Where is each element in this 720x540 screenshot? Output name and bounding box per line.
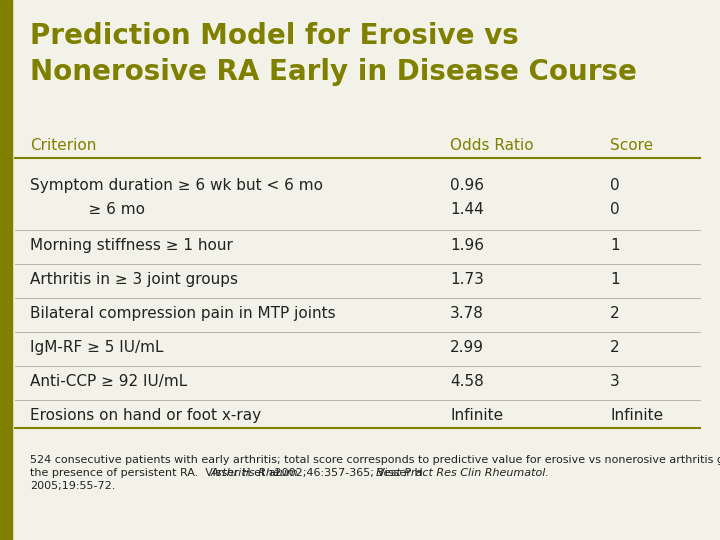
Text: 524 consecutive patients with early arthritis; total score corresponds to predic: 524 consecutive patients with early arth… xyxy=(30,455,720,465)
Text: Infinite: Infinite xyxy=(450,408,503,423)
Text: IgM-RF ≥ 5 IU/mL: IgM-RF ≥ 5 IU/mL xyxy=(30,340,163,355)
Text: Nonerosive RA Early in Disease Course: Nonerosive RA Early in Disease Course xyxy=(30,58,637,86)
Text: 3: 3 xyxy=(610,374,620,389)
Text: Infinite: Infinite xyxy=(610,408,663,423)
Text: Anti-CCP ≥ 92 IU/mL: Anti-CCP ≥ 92 IU/mL xyxy=(30,374,187,389)
Text: 2.99: 2.99 xyxy=(450,340,484,355)
Text: Bilateral compression pain in MTP joints: Bilateral compression pain in MTP joints xyxy=(30,306,336,321)
Text: 2: 2 xyxy=(610,340,620,355)
Text: Symptom duration ≥ 6 wk but < 6 mo: Symptom duration ≥ 6 wk but < 6 mo xyxy=(30,178,323,193)
Text: 1: 1 xyxy=(610,272,620,287)
Text: 2002;46:357-365; Visser H.: 2002;46:357-365; Visser H. xyxy=(271,468,429,478)
Text: Erosions on hand or foot x-ray: Erosions on hand or foot x-ray xyxy=(30,408,261,423)
Text: Morning stiffness ≥ 1 hour: Morning stiffness ≥ 1 hour xyxy=(30,238,233,253)
Text: 0: 0 xyxy=(610,178,620,193)
Text: 1.44: 1.44 xyxy=(450,202,484,217)
Text: Criterion: Criterion xyxy=(30,138,96,153)
Text: 0.96: 0.96 xyxy=(450,178,484,193)
Text: Score: Score xyxy=(610,138,653,153)
Text: the presence of persistent RA.  Visser H et al.: the presence of persistent RA. Visser H … xyxy=(30,468,286,478)
Text: 1.96: 1.96 xyxy=(450,238,484,253)
Text: Arthritis in ≥ 3 joint groups: Arthritis in ≥ 3 joint groups xyxy=(30,272,238,287)
Text: Best Pract Res Clin Rheumatol.: Best Pract Res Clin Rheumatol. xyxy=(376,468,549,478)
Text: 4.58: 4.58 xyxy=(450,374,484,389)
Text: 2005;19:55-72.: 2005;19:55-72. xyxy=(30,481,115,491)
Text: 1.73: 1.73 xyxy=(450,272,484,287)
Text: 2: 2 xyxy=(610,306,620,321)
Bar xyxy=(0,0,12,540)
Text: 3.78: 3.78 xyxy=(450,306,484,321)
Text: ≥ 6 mo: ≥ 6 mo xyxy=(30,202,145,217)
Text: Arthritis Rheum.: Arthritis Rheum. xyxy=(210,468,302,478)
Text: 1: 1 xyxy=(610,238,620,253)
Text: Prediction Model for Erosive vs: Prediction Model for Erosive vs xyxy=(30,22,518,50)
Text: Odds Ratio: Odds Ratio xyxy=(450,138,534,153)
Text: 0: 0 xyxy=(610,202,620,217)
